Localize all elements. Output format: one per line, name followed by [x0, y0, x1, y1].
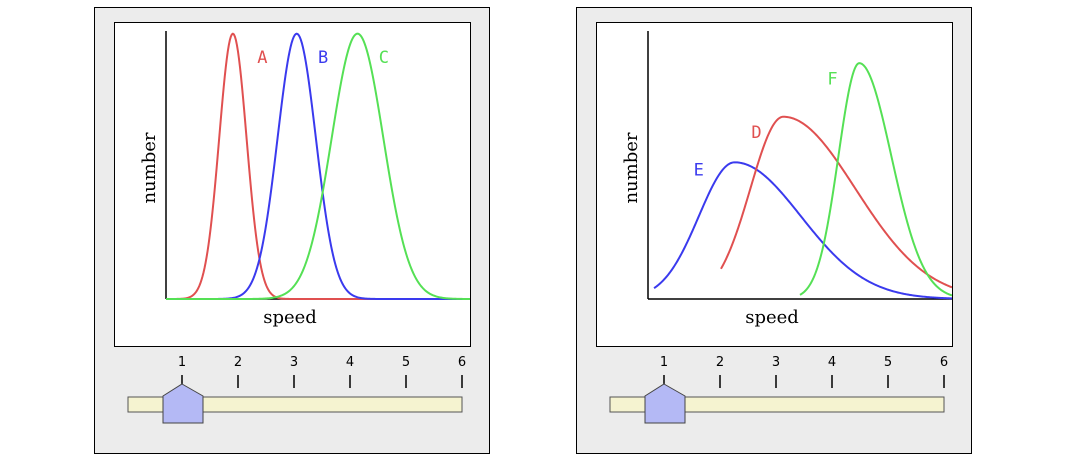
slider-tick-label-5: 5: [884, 355, 892, 370]
x-axis-label: speed: [263, 307, 317, 328]
x-axis-label: speed: [745, 307, 799, 328]
series-f-curve: [799, 62, 952, 297]
series-b-label: B: [318, 48, 328, 68]
slider-handle[interactable]: [162, 383, 204, 424]
slider-handle[interactable]: [644, 383, 686, 424]
slider-track[interactable]: [127, 396, 463, 413]
left-speed-slider[interactable]: 1 2 3 4 5 6: [95, 348, 489, 438]
series-c-curve: [166, 32, 470, 300]
series-a-label: A: [257, 48, 267, 68]
slider-tick-label-1: 1: [178, 355, 186, 370]
y-axis-label: number: [139, 132, 160, 203]
series-e-curve: [653, 161, 952, 300]
series-e-label: E: [694, 161, 704, 181]
slider-tick-label-4: 4: [828, 355, 836, 370]
series-c-label: C: [379, 48, 389, 68]
series-d-curve: [720, 115, 952, 289]
slider-tick-label-4: 4: [346, 355, 354, 370]
slider-tick-label-2: 2: [716, 355, 724, 370]
right-speed-slider[interactable]: 1 2 3 4 5 6: [577, 348, 971, 438]
left-panel: speed number A B C 1 2 3 4 5 6: [94, 7, 490, 454]
y-axis-label: number: [621, 132, 642, 203]
slider-tick-label-3: 3: [290, 355, 298, 370]
left-plot: speed number A B C: [114, 22, 471, 347]
slider-track[interactable]: [609, 396, 945, 413]
slider-tick-label-1: 1: [660, 355, 668, 370]
slider-tick-label-6: 6: [458, 355, 466, 370]
slider-tick-label-2: 2: [234, 355, 242, 370]
slider-tick-label-5: 5: [402, 355, 410, 370]
series-b-curve: [166, 32, 470, 300]
right-chart: speed number E D F: [621, 31, 952, 328]
right-panel: speed number E D F 1 2 3 4 5 6: [576, 7, 972, 454]
slider-tick-label-6: 6: [940, 355, 948, 370]
series-d-label: D: [751, 123, 761, 143]
slider-tick-label-3: 3: [772, 355, 780, 370]
series-a-curve: [166, 32, 470, 300]
series-f-label: F: [827, 70, 837, 90]
right-plot: speed number E D F: [596, 22, 953, 347]
left-chart: speed number A B C: [139, 31, 470, 328]
